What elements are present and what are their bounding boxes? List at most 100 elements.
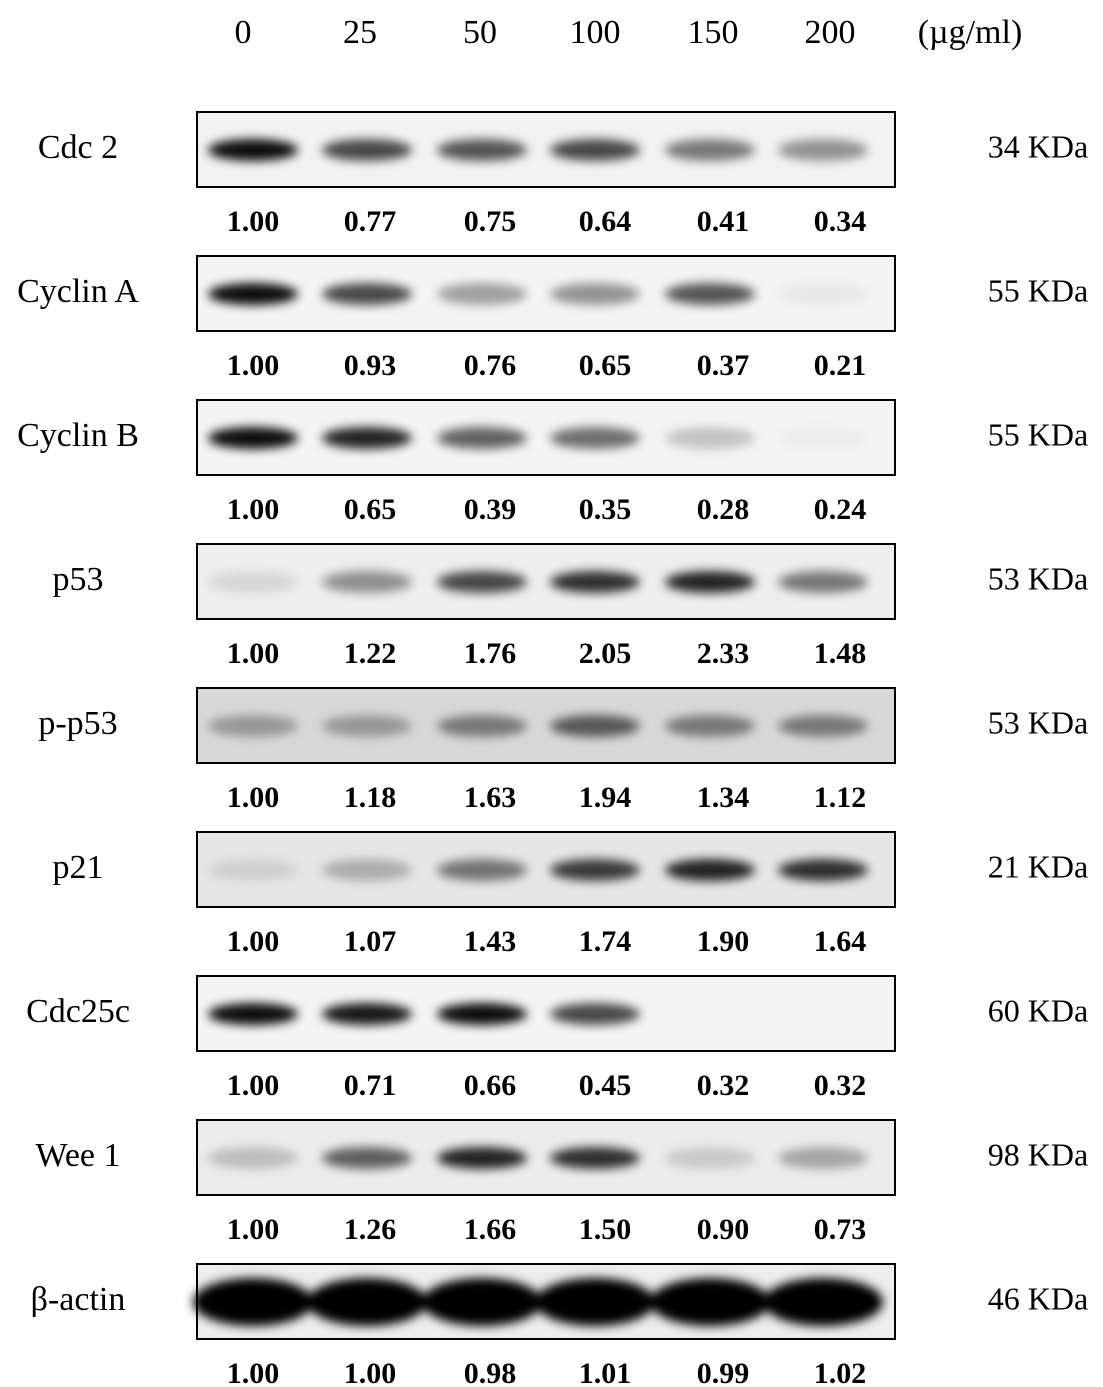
band: [778, 1147, 868, 1169]
molecular-weight: 55 KDa: [988, 272, 1088, 308]
band: [778, 571, 868, 593]
band: [322, 139, 412, 161]
band: [437, 1147, 527, 1169]
quantification-value: 0.65: [344, 493, 397, 526]
band: [778, 715, 868, 737]
bands: [208, 571, 868, 593]
quantification-value: 0.76: [464, 349, 517, 382]
band: [437, 715, 527, 737]
quantification-value: 0.39: [464, 493, 517, 526]
concentration-label: 25: [343, 14, 377, 51]
quantification-value: 0.32: [697, 1069, 750, 1102]
band: [322, 715, 412, 737]
quantification-value: 1.07: [344, 925, 397, 958]
quantification-value: 1.94: [579, 781, 632, 814]
quantification-value: 1.00: [227, 637, 280, 670]
molecular-weight: 34 KDa: [988, 128, 1088, 164]
concentration-label: 0: [235, 14, 252, 51]
protein-label: Cyclin B: [17, 417, 139, 454]
quantification-value: 1.63: [464, 781, 517, 814]
band: [437, 283, 527, 305]
quantification-value: 0.90: [697, 1213, 750, 1246]
quantification-value: 1.43: [464, 925, 517, 958]
band: [550, 427, 640, 449]
quantification-value: 1.66: [464, 1213, 517, 1246]
band: [665, 283, 755, 305]
quantification-value: 1.00: [227, 493, 280, 526]
quantification-value: 0.37: [697, 349, 750, 382]
bands: [208, 1147, 868, 1169]
quantification-value: 0.75: [464, 205, 517, 238]
blot-panel: [196, 975, 896, 1052]
band: [193, 1278, 313, 1326]
band: [550, 715, 640, 737]
bands: [208, 1003, 640, 1025]
band: [208, 715, 298, 737]
quantification-value: 1.00: [227, 925, 280, 958]
quantification-value: 1.34: [697, 781, 750, 814]
quantification-value: 0.45: [579, 1069, 632, 1102]
protein-label: p21: [53, 849, 104, 886]
quantification-value: 0.73: [814, 1213, 867, 1246]
protein-label: Cdc25c: [26, 993, 130, 1030]
protein-label: p-p53: [38, 705, 117, 742]
quantification-value: 1.00: [227, 781, 280, 814]
band: [322, 1003, 412, 1025]
concentration-label: 200: [805, 14, 856, 51]
band: [437, 1003, 527, 1025]
quantification-value: 1.90: [697, 925, 750, 958]
band: [322, 427, 412, 449]
quantification-value: 1.22: [344, 637, 397, 670]
band: [208, 859, 298, 881]
band: [550, 571, 640, 593]
quantification-value: 1.00: [227, 1213, 280, 1246]
band: [208, 571, 298, 593]
quantification-value: 1.50: [579, 1213, 632, 1246]
bands: [208, 715, 868, 737]
concentration-label: 100: [570, 14, 621, 51]
molecular-weight: 46 KDa: [988, 1280, 1088, 1316]
protein-label: Cdc 2: [38, 129, 118, 166]
band: [208, 139, 298, 161]
band: [307, 1278, 427, 1326]
quantification-value: 0.93: [344, 349, 397, 382]
molecular-weight: 55 KDa: [988, 416, 1088, 452]
band: [665, 1147, 755, 1169]
concentration-label: 50: [463, 14, 497, 51]
band: [322, 283, 412, 305]
quantification-value: 1.00: [227, 1357, 280, 1387]
quantification-value: 1.00: [227, 1069, 280, 1102]
band: [778, 139, 868, 161]
quantification-value: 0.34: [814, 205, 867, 238]
quantification-value: 0.65: [579, 349, 632, 382]
quantification-value: 2.05: [579, 637, 632, 670]
quantification-value: 1.74: [579, 925, 632, 958]
quantification-value: 0.64: [579, 205, 632, 238]
quantification-value: 1.00: [227, 205, 280, 238]
band: [665, 859, 755, 881]
unit-label: (µg/ml): [918, 14, 1023, 51]
quantification-value: 0.24: [814, 493, 867, 526]
quantification-value: 1.00: [344, 1357, 397, 1387]
molecular-weight: 60 KDa: [988, 992, 1088, 1028]
band: [550, 1147, 640, 1169]
band: [322, 859, 412, 881]
band: [437, 427, 527, 449]
band: [422, 1278, 542, 1326]
molecular-weight: 21 KDa: [988, 848, 1088, 884]
band: [763, 1278, 883, 1326]
protein-label: β-actin: [31, 1281, 126, 1318]
quantification-value: 1.48: [814, 637, 867, 670]
band: [437, 139, 527, 161]
quantification-value: 1.76: [464, 637, 517, 670]
quantification-value: 0.99: [697, 1357, 750, 1387]
band: [208, 1147, 298, 1169]
protein-label: Wee 1: [35, 1137, 120, 1174]
quantification-value: 0.66: [464, 1069, 517, 1102]
quantification-value: 1.18: [344, 781, 397, 814]
band: [437, 859, 527, 881]
protein-label: p53: [53, 561, 104, 598]
band: [665, 571, 755, 593]
band: [550, 859, 640, 881]
